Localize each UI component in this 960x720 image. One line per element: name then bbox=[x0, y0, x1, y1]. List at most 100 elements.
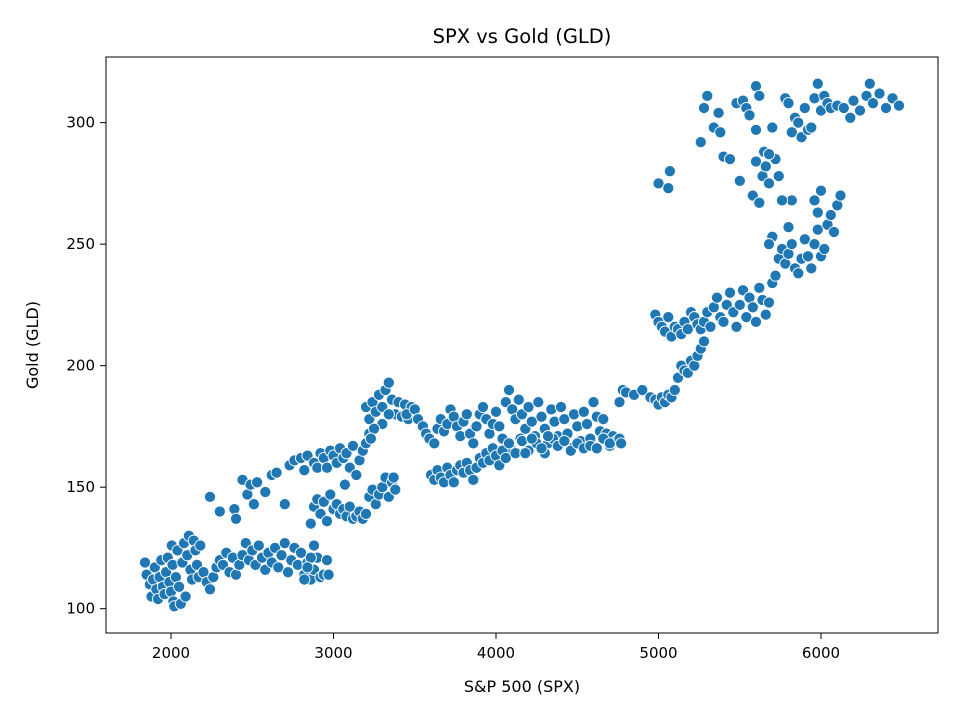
data-point bbox=[270, 466, 283, 479]
data-point bbox=[785, 238, 798, 251]
data-point bbox=[213, 505, 226, 518]
data-point bbox=[278, 498, 291, 511]
data-point bbox=[558, 434, 571, 448]
data-point bbox=[827, 225, 841, 239]
data-point bbox=[668, 383, 681, 397]
data-point bbox=[382, 376, 395, 389]
data-point bbox=[811, 77, 824, 90]
data-point bbox=[558, 413, 571, 426]
data-point bbox=[808, 194, 821, 207]
data-point bbox=[272, 561, 285, 574]
data-point bbox=[837, 101, 850, 115]
data-point bbox=[298, 573, 311, 586]
data-point bbox=[343, 500, 356, 513]
data-point bbox=[535, 442, 548, 455]
data-point bbox=[782, 221, 795, 234]
data-point bbox=[636, 383, 649, 397]
data-point bbox=[873, 87, 886, 100]
data-point bbox=[467, 473, 480, 486]
data-point bbox=[301, 561, 314, 574]
chart-title: SPX vs Gold (GLD) bbox=[433, 25, 612, 48]
data-point bbox=[847, 94, 860, 107]
data-point bbox=[364, 432, 377, 445]
data-point bbox=[613, 396, 626, 409]
data-point bbox=[577, 405, 590, 418]
data-point bbox=[772, 170, 785, 183]
data-point bbox=[818, 242, 831, 256]
data-point bbox=[801, 250, 815, 263]
data-point bbox=[701, 89, 714, 102]
data-point bbox=[294, 546, 308, 559]
data-point bbox=[320, 515, 334, 528]
data-point bbox=[278, 537, 291, 550]
data-point bbox=[467, 437, 480, 450]
data-point bbox=[723, 286, 737, 299]
data-point bbox=[359, 507, 373, 520]
data-point bbox=[866, 97, 880, 110]
y-tick-label: 100 bbox=[66, 600, 95, 618]
data-point bbox=[320, 554, 334, 567]
data-point bbox=[759, 160, 772, 173]
data-point bbox=[662, 182, 675, 195]
data-point bbox=[304, 517, 317, 530]
data-point bbox=[460, 408, 473, 421]
data-point bbox=[753, 89, 766, 102]
y-tick-label: 250 bbox=[66, 235, 95, 253]
data-point bbox=[525, 415, 538, 428]
data-point bbox=[811, 206, 824, 219]
data-point bbox=[499, 451, 512, 465]
data-point bbox=[769, 269, 782, 282]
data-point bbox=[733, 298, 746, 311]
data-point bbox=[587, 396, 600, 409]
data-point bbox=[792, 116, 805, 129]
data-point bbox=[798, 233, 811, 246]
data-point bbox=[785, 126, 798, 139]
data-point bbox=[782, 97, 795, 110]
data-point bbox=[762, 177, 776, 190]
data-point bbox=[749, 123, 763, 136]
x-tick-label: 3000 bbox=[314, 644, 352, 662]
data-point bbox=[203, 583, 217, 596]
data-point bbox=[251, 476, 264, 489]
data-point bbox=[597, 413, 610, 426]
data-point bbox=[387, 471, 400, 484]
data-point bbox=[519, 447, 532, 460]
data-point bbox=[697, 335, 711, 348]
data-point bbox=[502, 437, 516, 450]
data-point bbox=[259, 485, 272, 499]
data-point bbox=[766, 121, 779, 134]
x-axis-label: S&P 500 (SPX) bbox=[464, 677, 580, 696]
points-layer bbox=[138, 77, 906, 613]
data-point bbox=[179, 590, 192, 603]
y-tick-label: 300 bbox=[66, 114, 95, 132]
data-point bbox=[322, 568, 335, 581]
data-point bbox=[229, 512, 243, 525]
data-point bbox=[275, 549, 288, 562]
data-point bbox=[733, 174, 746, 187]
y-tick-label: 150 bbox=[66, 478, 95, 496]
data-point bbox=[512, 393, 525, 406]
data-point bbox=[749, 315, 763, 328]
data-point bbox=[447, 476, 460, 489]
data-point bbox=[307, 539, 321, 552]
data-point bbox=[489, 405, 503, 418]
data-point bbox=[753, 281, 766, 294]
data-point bbox=[844, 111, 857, 124]
data-point bbox=[808, 92, 821, 105]
data-point bbox=[203, 490, 217, 503]
data-point bbox=[746, 301, 759, 314]
x-tick-label: 6000 bbox=[802, 644, 840, 662]
data-point bbox=[753, 196, 766, 209]
data-point bbox=[247, 498, 260, 511]
data-point bbox=[743, 109, 756, 122]
data-point bbox=[775, 194, 789, 207]
data-point bbox=[879, 101, 893, 115]
x-tick-label: 5000 bbox=[639, 644, 677, 662]
data-point bbox=[476, 400, 490, 414]
data-point bbox=[382, 408, 395, 421]
data-point bbox=[652, 177, 665, 190]
ticks-layer: 2000 3000 4000 5000 6000 100 150 200 250 300 bbox=[66, 114, 840, 662]
data-point bbox=[805, 262, 818, 275]
data-point bbox=[762, 296, 776, 309]
data-point bbox=[740, 311, 753, 324]
